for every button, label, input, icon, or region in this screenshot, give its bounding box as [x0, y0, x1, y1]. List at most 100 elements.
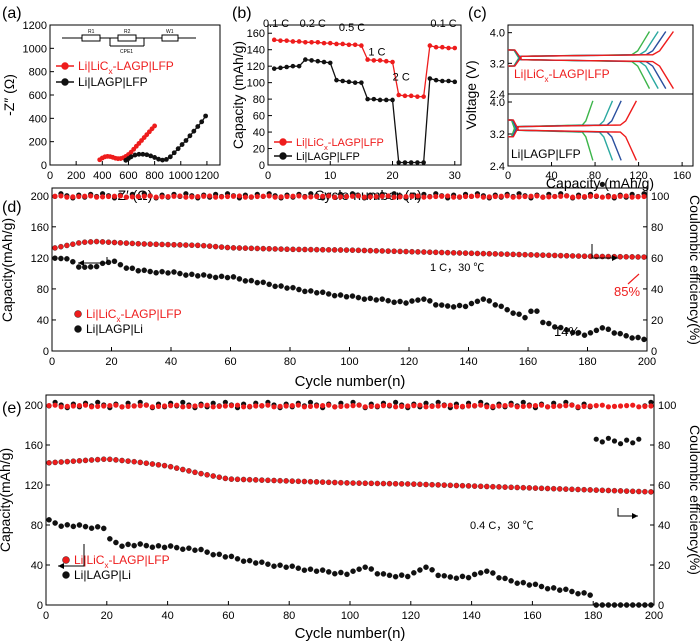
capacity-point: [534, 308, 540, 314]
capacity-point: [295, 565, 302, 571]
panel-d: (d) 0 20 40 60 80 100 120 140 160 180 200040801201…: [0, 181, 700, 390]
ce-point-red: [538, 402, 545, 408]
ce-point-red: [362, 404, 368, 410]
capacity-point: [546, 320, 552, 327]
capacity-point: [367, 295, 374, 302]
data-point: [290, 63, 296, 69]
capacity-point: [260, 245, 266, 252]
circuit-label: R1: [88, 29, 95, 35]
data-point: [296, 39, 302, 44]
data-point: [179, 142, 185, 147]
capacity-point: [581, 253, 588, 259]
capacity-point: [319, 246, 326, 253]
ce-point-red: [216, 403, 222, 409]
data-point: [309, 39, 314, 45]
x-tick-label: 10: [324, 170, 336, 182]
left-axis-arrow: [58, 544, 85, 567]
capacity-point: [569, 329, 576, 336]
ce-point-black: [617, 441, 624, 447]
label-main: Li|LiC: [514, 67, 545, 81]
y-axis-label-a: -Z″ (Ω): [1, 74, 17, 116]
capacity-point: [520, 579, 527, 586]
capacity-point: [462, 303, 469, 310]
y-tick-label: 2.4: [490, 161, 505, 173]
plot-frame-c-bottom: [507, 93, 694, 167]
ce-point-red: [564, 193, 570, 199]
capacity-point: [234, 476, 241, 483]
capacity-point: [617, 602, 624, 608]
capacity-point: [629, 488, 636, 495]
y-axis-label-e: Capacity(mAh/g): [0, 448, 13, 552]
data-point: [452, 45, 458, 51]
capacity-point: [534, 252, 540, 258]
ce-point-red: [52, 402, 58, 408]
capacity-point: [386, 572, 393, 579]
ce-point-red: [484, 404, 490, 410]
ce-point-red: [581, 403, 587, 409]
ce-point-red: [498, 193, 504, 199]
capacity-point: [508, 578, 514, 584]
capacity-point: [569, 588, 575, 595]
capacity-point: [153, 241, 159, 248]
warburg-w1: [161, 34, 179, 42]
capacity-point: [504, 306, 510, 313]
ce-point-red: [447, 402, 453, 408]
capacity-point: [212, 274, 219, 281]
legend-marker: [279, 138, 287, 146]
capacity-point: [617, 253, 623, 260]
capacity-point: [99, 239, 106, 245]
ce-point-red: [332, 404, 338, 410]
data-point: [132, 152, 138, 158]
capacity-point: [415, 297, 421, 303]
capacity-point: [498, 251, 504, 257]
ce-point-red: [278, 194, 284, 200]
ce-point-red: [277, 403, 283, 409]
data-point: [284, 38, 289, 43]
ce-point-red: [241, 404, 247, 410]
ce-point-red: [143, 402, 149, 408]
legend-marker: [61, 78, 69, 86]
ce-point-red: [587, 403, 593, 409]
capacity-point: [441, 573, 447, 579]
ce-point-red: [605, 194, 611, 200]
capacity-point: [314, 246, 320, 253]
capacity-point: [492, 251, 499, 257]
panel-label-b: (b): [232, 5, 252, 22]
ce-point-red: [581, 193, 588, 200]
capacity-point: [617, 330, 623, 337]
ce-point-red: [147, 193, 153, 199]
capacity-point: [492, 302, 499, 308]
y-tick-label: 80: [253, 94, 265, 106]
data-point: [346, 79, 352, 85]
ce-point-red: [82, 402, 89, 408]
capacity-point: [254, 245, 261, 252]
capacity-point: [113, 457, 119, 463]
ce-point-red: [617, 193, 623, 199]
ce-point-red: [551, 403, 557, 409]
ce-point-black: [210, 400, 216, 406]
capacity-point: [362, 480, 368, 486]
ce-point-red: [520, 403, 526, 409]
capacity-point: [490, 570, 496, 576]
capacity-point: [192, 547, 198, 553]
data-point: [278, 38, 283, 43]
capacity-point: [171, 241, 177, 248]
capacity-point: [325, 569, 332, 575]
capacity-point: [605, 326, 612, 333]
capacity-point: [135, 240, 142, 247]
data-point: [359, 80, 364, 85]
y-tick-label: 120: [247, 61, 265, 73]
data-point: [352, 80, 358, 85]
ce-point-red: [254, 193, 260, 200]
capacity-point: [46, 460, 52, 466]
ce-point-black: [520, 399, 526, 405]
ce-point-red: [453, 404, 459, 410]
capacity-point: [433, 249, 439, 256]
capacity-point: [403, 300, 409, 306]
y2-axis-label-d: Coulombic efficiency(%): [687, 195, 700, 345]
ce-point-red: [403, 193, 409, 200]
capacity-point: [398, 481, 405, 487]
capacity-point: [550, 485, 557, 492]
x-tick-label: 100: [340, 356, 358, 368]
capacity-point: [544, 485, 551, 492]
